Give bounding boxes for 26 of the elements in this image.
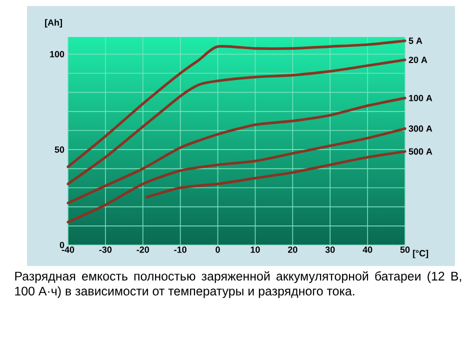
series-label: 5 A xyxy=(408,38,422,44)
y-tick-label: 0 xyxy=(60,242,64,248)
x-axis-title: [°C] xyxy=(413,250,428,258)
y-axis-title: [Ah] xyxy=(45,19,62,28)
line-series xyxy=(66,96,406,204)
x-tick-label: 40 xyxy=(362,246,372,253)
x-tick-label: 50 xyxy=(400,246,410,253)
series-label: 20 A xyxy=(408,56,428,64)
x-tick-label: -30 xyxy=(99,246,112,253)
x-tick-label: -20 xyxy=(136,246,150,253)
line-series xyxy=(145,150,406,199)
x-tick-label: -40 xyxy=(62,246,74,253)
line-series xyxy=(66,58,406,186)
x-tick-label: 0 xyxy=(216,246,220,253)
x-tick-label: 20 xyxy=(288,246,298,253)
x-tick-label: 30 xyxy=(325,246,335,253)
line-series xyxy=(66,40,406,168)
x-tick-label: -10 xyxy=(174,246,186,253)
y-tick-label: 100 xyxy=(50,50,64,58)
series-label: 300 A xyxy=(408,125,432,132)
x-tick-label: 10 xyxy=(250,246,260,253)
series-label: 500 A xyxy=(408,148,432,155)
text: Разрядная емкость полностью заряженной аккумуляторной батареи (12 В, 100 А·ч) в зависимости от температуры и разрядного тока. xyxy=(15,271,462,298)
series-label: 100 A xyxy=(409,94,432,102)
line-series xyxy=(66,127,406,224)
y-tick-label: 50 xyxy=(54,146,64,153)
